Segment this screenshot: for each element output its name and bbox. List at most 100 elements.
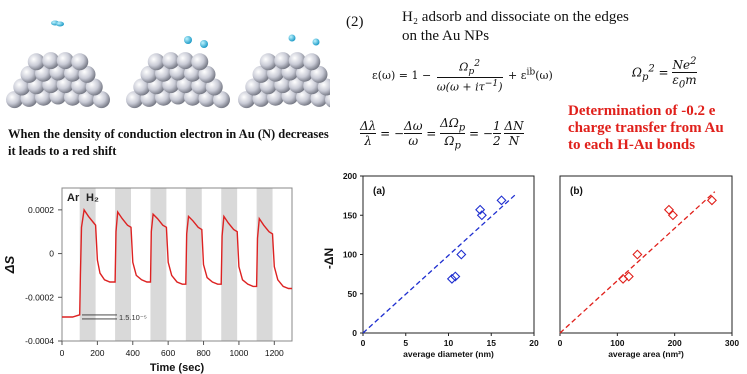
gold-atom <box>245 78 263 96</box>
cluster-2 <box>126 52 230 109</box>
gold-atom <box>191 53 209 71</box>
y-tick-label: 150 <box>343 210 357 220</box>
gold-atom <box>162 52 180 70</box>
x-tick-label: 0 <box>361 338 366 348</box>
panel-label: (a) <box>373 186 385 197</box>
gas-label-ar: Ar <box>67 192 80 204</box>
gold-atom <box>56 52 74 70</box>
x-tick-label: 20 <box>529 338 539 348</box>
gold-atom <box>27 53 45 71</box>
cluster-3 <box>238 52 330 109</box>
gold-atom <box>85 78 103 96</box>
scale-bar-label: 1.5.10⁻⁵ <box>119 313 147 322</box>
x-axis-label: Time (sec) <box>150 362 205 374</box>
gold-atom <box>6 91 23 109</box>
gold-atom <box>325 91 330 108</box>
h2-exposure-band <box>150 188 167 341</box>
gold-atom <box>71 53 89 71</box>
data-point <box>456 249 467 260</box>
h2-exposure-band <box>115 188 131 341</box>
data-point <box>450 271 461 282</box>
x-axis-label: average area (nm²) <box>608 349 684 359</box>
h2-exposure-band <box>79 188 96 341</box>
time-response-chart: 0.0002 0 -0.0002 -0.0004 0 200 400 600 800 1000 12… <box>2 187 293 374</box>
gold-atom <box>198 65 216 83</box>
plot-frame <box>559 175 733 334</box>
response-trace <box>62 208 292 318</box>
shift-equation: Δλ λ = − Δω ω = ΔΩp Ωp = −1 2 ΔN N <box>360 116 524 152</box>
y-tick-label: 0 <box>49 249 54 259</box>
gold-atom <box>303 53 321 71</box>
y-tick-label: 0 <box>352 328 357 338</box>
x-tick-label: 15 <box>487 338 497 348</box>
data-point <box>623 271 634 282</box>
plasma-frequency-equation: Ωp2 = Ne2 ε0m <box>632 56 697 91</box>
h2-exposure-band <box>185 188 202 341</box>
y-tick-label: 50 <box>348 289 358 299</box>
gold-atom <box>133 78 151 96</box>
x-tick-label: 1000 <box>229 348 248 358</box>
gold-atom <box>20 65 38 83</box>
y-tick-label: -0.0002 <box>25 292 54 302</box>
highlight-line-3: to each H-Au bonds <box>568 137 696 153</box>
gold-atom <box>147 53 165 71</box>
gold-atom <box>310 65 328 83</box>
gold-atom <box>205 78 223 96</box>
data-point <box>496 195 507 206</box>
y-tick-label: -0.0004 <box>25 336 54 346</box>
y-tick-label: 100 <box>343 250 357 260</box>
gold-atom <box>13 78 31 96</box>
caption-text: When the density of conduction electron … <box>8 127 329 158</box>
hydrogen-atom <box>184 36 192 44</box>
gold-atom <box>213 91 230 109</box>
x-tick-label: 200 <box>90 348 104 358</box>
data-point <box>663 204 674 215</box>
y-tick-label: 200 <box>343 171 357 181</box>
y-axis-label: -ΔN <box>322 248 336 269</box>
gas-label-h2: H₂ <box>86 192 99 204</box>
h2-exposure-band <box>256 188 273 341</box>
step-number: (2) <box>346 14 364 30</box>
step-description: H₂ adsorb and dissociate on the edges on… <box>402 8 629 46</box>
data-point <box>476 210 487 221</box>
gold-atom <box>274 52 292 70</box>
x-tick-label: 0 <box>60 348 65 358</box>
x-tick-label: 200 <box>668 338 682 348</box>
hydrogen-atom <box>200 40 208 48</box>
x-tick-label: 1200 <box>265 348 284 358</box>
x-tick-label: 5 <box>403 338 408 348</box>
x-tick-label: 10 <box>444 338 454 348</box>
highlight-line-1: Determination of -0.2 e <box>568 103 716 119</box>
x-tick-label: 100 <box>610 338 624 348</box>
gold-atom <box>252 65 270 83</box>
cluster-1 <box>6 52 110 109</box>
highlight-line-2: charge transfer from Au <box>568 120 724 136</box>
data-point <box>706 195 717 206</box>
gold-atom <box>42 52 60 70</box>
gold-atom <box>317 78 330 96</box>
fit-line <box>362 192 518 334</box>
data-point <box>446 273 457 284</box>
gold-atom <box>93 91 110 109</box>
step-line-2: on the Au NPs <box>402 28 490 44</box>
atomic-models-image <box>6 20 330 109</box>
panel-label: (b) <box>570 186 583 197</box>
gold-atom <box>176 52 194 70</box>
scatter-charts: 0 50 100 150 200 -ΔN 0 5 10 15 20 (a) average diamet… <box>322 171 739 359</box>
gold-atom <box>78 65 96 83</box>
x-axis-label: average diameter (nm) <box>403 349 494 359</box>
dielectric-equation: ε(ω) = 1 − Ωp2 ω(ω + iτ−1) + εib(ω) <box>372 58 553 94</box>
gold-atom <box>238 91 255 109</box>
x-tick-label: 800 <box>196 348 210 358</box>
data-point <box>632 249 643 260</box>
figure-caption: When the density of conduction electron … <box>8 126 333 160</box>
charge-transfer-highlight: Determination of -0.2 e charge transfer … <box>568 103 747 154</box>
step-line-1: H₂ adsorb and dissociate on the edges <box>402 9 629 25</box>
hydrogen-molecule <box>56 21 64 27</box>
hydrogen-atom <box>312 38 320 46</box>
h2-exposure-band <box>221 188 238 341</box>
y-axis-label: ΔS <box>2 255 17 274</box>
gold-atom <box>259 53 277 71</box>
gold-atom <box>140 65 158 83</box>
x-tick-label: 400 <box>126 348 140 358</box>
